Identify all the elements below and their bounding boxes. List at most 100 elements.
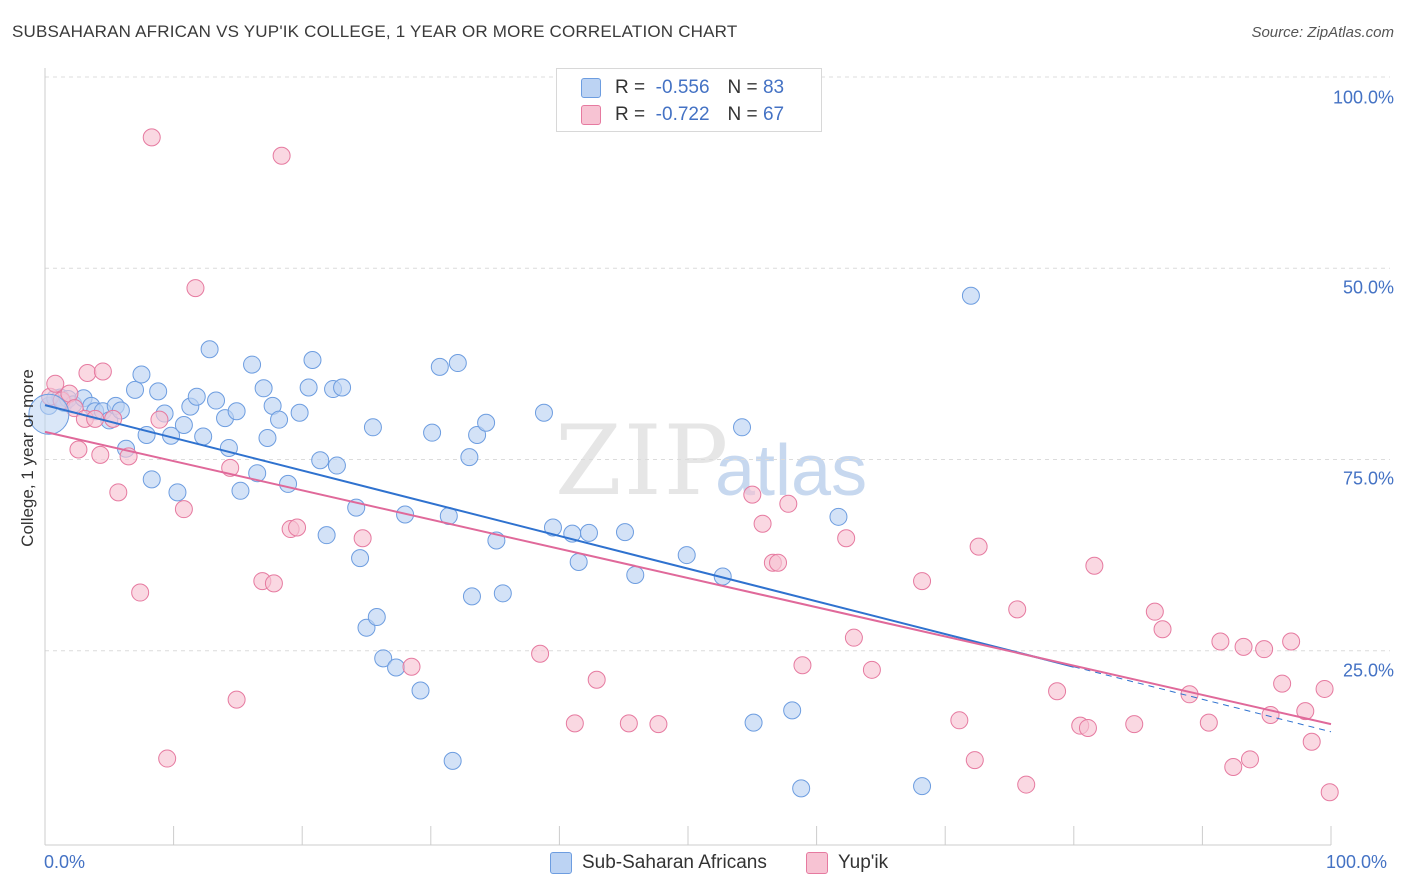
yupik-point: [844, 628, 863, 647]
yupik-point: [531, 644, 550, 663]
subsaharan-point: [477, 413, 496, 432]
subsaharan-point: [569, 552, 588, 571]
source-label: Source: ZipAtlas.com: [1251, 24, 1394, 41]
subsaharan-point: [174, 416, 193, 435]
stats-legend: R = -0.556 N = 83 R = -0.722 N = 67: [556, 68, 822, 132]
yupik-point: [1199, 713, 1218, 732]
subsaharan-point: [783, 701, 802, 720]
legend-n-label: N =: [727, 104, 758, 125]
subsaharan-point: [733, 418, 752, 437]
legend-item-label: Yup'ik: [838, 852, 889, 873]
subsaharan-point: [744, 713, 763, 732]
subsaharan-point: [142, 470, 161, 489]
yupik-point: [186, 279, 205, 298]
subsaharan-point: [460, 448, 479, 467]
subsaharan-point: [493, 584, 512, 603]
subsaharan-point: [626, 565, 645, 584]
subsaharan-point: [961, 286, 980, 305]
subsaharan-point: [913, 777, 932, 796]
y-tick-label-100: 100.0%: [1332, 87, 1394, 108]
x-tick-label-max: 100.0%: [1326, 852, 1388, 872]
subsaharan-point: [149, 382, 168, 401]
yupik-point: [1315, 679, 1334, 698]
y-tick-label-50: 75.0%: [1342, 468, 1394, 489]
subsaharan-trendline: [44, 404, 1075, 668]
subsaharan-point: [231, 481, 250, 500]
watermark-zip: ZIP: [555, 405, 731, 517]
subsaharan-point: [311, 451, 330, 470]
yupik-point: [1085, 556, 1104, 575]
subsaharan-point: [363, 418, 382, 437]
y-tick-label-25: 25.0%: [1342, 660, 1394, 681]
yupik-point: [1125, 715, 1144, 734]
legend-swatch-pink: [581, 105, 601, 125]
subsaharan-point: [317, 526, 336, 545]
subsaharan-point: [299, 378, 318, 397]
yupik-point: [1224, 757, 1243, 776]
y-axis-label: College, 1 year or more: [18, 369, 37, 547]
yupik-point: [91, 445, 110, 464]
yupik-point: [649, 715, 668, 734]
legend-n-value: 83: [762, 77, 785, 98]
subsaharan-point: [187, 387, 206, 406]
yupik-point: [1273, 674, 1292, 693]
subsaharan-point: [534, 403, 553, 422]
yupik-point: [1296, 702, 1315, 721]
yupik-point: [1302, 732, 1321, 751]
subsaharan-point: [579, 523, 598, 542]
legend-swatch-blue: [581, 78, 601, 98]
yupik-point: [1282, 632, 1301, 651]
subsaharan-trendline-extension: [1073, 666, 1332, 733]
x-tick-label-min: 0.0%: [44, 852, 86, 872]
yupik-point: [587, 670, 606, 689]
yupik-point: [965, 751, 984, 770]
legend-item-label: Sub-Saharan Africans: [582, 852, 767, 873]
yupik-point: [150, 410, 169, 429]
subsaharan-point: [430, 357, 449, 376]
subsaharan-point: [677, 546, 696, 565]
legend-item-yupik: Yup'ik: [806, 852, 888, 874]
legend-row-yupik: R = -0.722 N = 67: [581, 103, 784, 127]
subsaharan-point: [462, 587, 481, 606]
subsaharan-point: [374, 649, 393, 668]
yupik-point: [288, 518, 307, 537]
yupik-point: [969, 537, 988, 556]
subsaharan-point: [411, 681, 430, 700]
series-legend: Sub-Saharan Africans Yup'ik: [0, 852, 1406, 878]
subsaharan-point: [303, 350, 322, 369]
subsaharan-point: [270, 410, 289, 429]
yupik-point: [142, 128, 161, 147]
legend-r-value: -0.722: [655, 104, 710, 125]
legend-row-subsaharan: R = -0.556 N = 83: [581, 76, 784, 100]
yupik-point: [1145, 602, 1164, 621]
yupik-point: [1017, 775, 1036, 794]
subsaharan-point: [327, 456, 346, 475]
chart-title: SUBSAHARAN AFRICAN VS YUP'IK COLLEGE, 1 …: [12, 22, 738, 41]
legend-n-label: N =: [727, 77, 758, 98]
subsaharan-point: [829, 507, 848, 526]
yupik-point: [950, 711, 969, 730]
subsaharan-point: [290, 403, 309, 422]
legend-swatch-pink: [806, 852, 828, 874]
yupik-point: [769, 553, 788, 572]
legend-item-subsaharan: Sub-Saharan Africans: [550, 852, 767, 874]
yupik-point: [78, 363, 97, 382]
yupik-point: [1320, 783, 1339, 802]
subsaharan-point: [258, 429, 277, 448]
subsaharan-point: [207, 391, 226, 410]
subsaharan-point: [792, 779, 811, 798]
legend-r-label: R =: [615, 77, 646, 98]
subsaharan-point: [543, 518, 562, 537]
yupik-point: [69, 440, 88, 459]
yupik-point: [565, 714, 584, 733]
yupik-point: [131, 583, 150, 602]
y-tick-label-75: 50.0%: [1342, 277, 1394, 298]
subsaharan-point: [227, 402, 246, 421]
yupik-point: [753, 514, 772, 533]
yupik-point: [1048, 682, 1067, 701]
subsaharan-point: [468, 425, 487, 444]
yupik-point: [1255, 640, 1274, 659]
subsaharan-point: [254, 379, 273, 398]
subsaharan-point: [248, 464, 267, 483]
